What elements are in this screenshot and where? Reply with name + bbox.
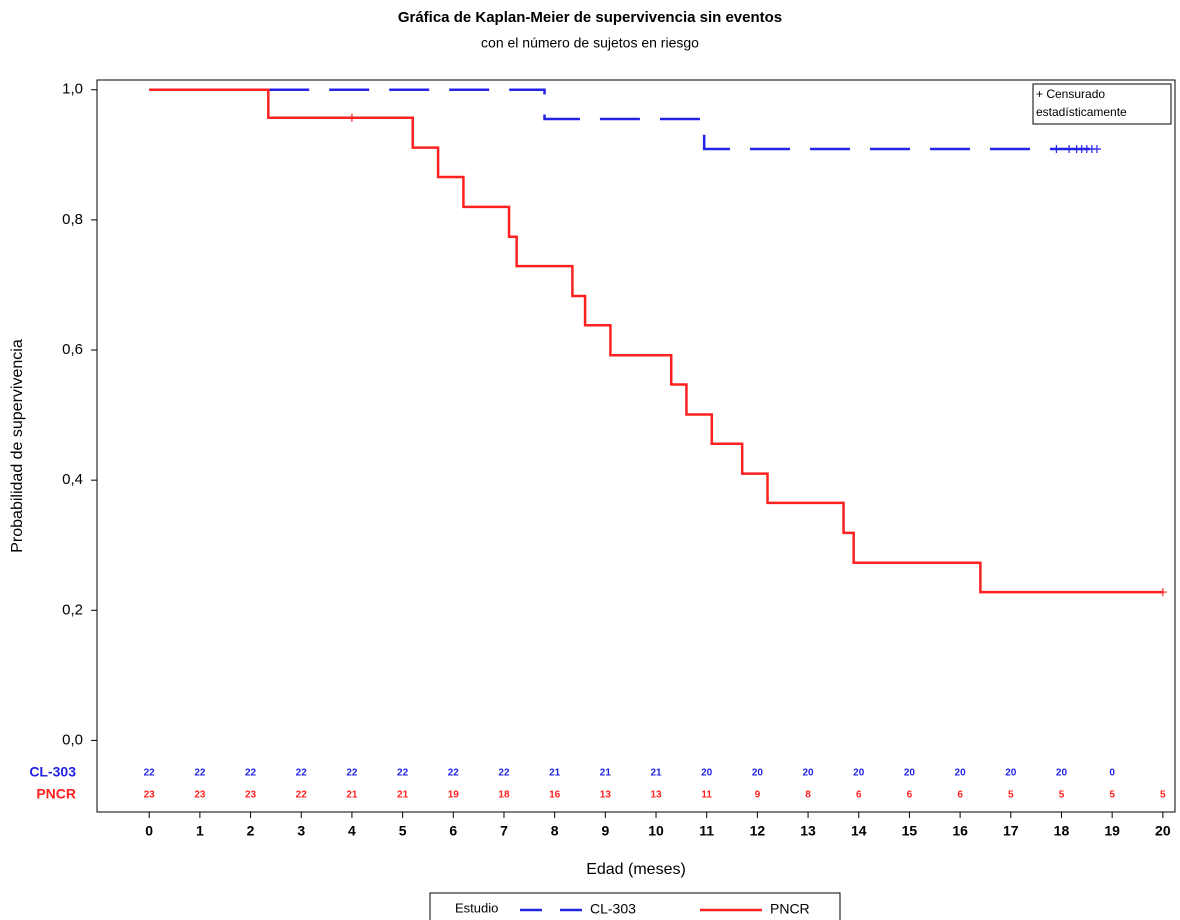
x-tick-label: 15 (902, 823, 918, 839)
risk-count: 5 (1059, 790, 1065, 801)
risk-count: 5 (1160, 790, 1166, 801)
legend-label: CL-303 (590, 901, 636, 917)
risk-count: 6 (856, 790, 862, 801)
chart-title: Gráfica de Kaplan-Meier de supervivencia… (398, 9, 782, 26)
censor-legend-text: + Censurado (1036, 87, 1105, 101)
x-tick-label: 16 (952, 823, 968, 839)
censor-legend-text: estadísticamente (1036, 105, 1127, 119)
risk-count: 5 (1109, 790, 1115, 801)
censor-mark (1092, 144, 1101, 153)
risk-count: 19 (448, 790, 460, 801)
x-tick-label: 12 (750, 823, 766, 839)
risk-count: 13 (600, 790, 612, 801)
censor-mark (1052, 144, 1061, 153)
risk-row-label: PNCR (36, 786, 76, 802)
chart-subtitle: con el número de sujetos en riesgo (481, 35, 699, 51)
risk-count: 20 (803, 768, 815, 779)
x-tick-label: 17 (1003, 823, 1019, 839)
y-tick-label: 0,2 (62, 601, 83, 618)
y-tick-label: 0,6 (62, 341, 83, 358)
x-tick-label: 14 (851, 823, 867, 839)
y-tick-label: 1,0 (62, 81, 83, 98)
risk-count: 22 (498, 768, 510, 779)
risk-count: 20 (853, 768, 865, 779)
legend-title: Estudio (455, 900, 498, 915)
x-tick-label: 2 (247, 823, 255, 839)
risk-count: 21 (346, 790, 358, 801)
y-tick-label: 0,4 (62, 471, 83, 488)
risk-count: 8 (805, 790, 811, 801)
risk-count: 21 (650, 768, 662, 779)
x-tick-label: 4 (348, 823, 356, 839)
risk-count: 23 (194, 790, 206, 801)
risk-count: 18 (498, 790, 510, 801)
x-tick-label: 7 (500, 823, 508, 839)
risk-count: 22 (144, 768, 156, 779)
x-tick-label: 11 (699, 823, 714, 839)
legend-box (429, 892, 841, 920)
risk-count: 22 (296, 768, 308, 779)
y-axis-label: Probabilidad de supervivencia (9, 339, 26, 553)
x-tick-label: 13 (800, 823, 816, 839)
risk-count: 5 (1008, 790, 1014, 801)
x-tick-label: 6 (449, 823, 457, 839)
censor-mark (347, 113, 356, 122)
risk-row-label: CL-303 (29, 764, 76, 780)
censor-mark (1065, 144, 1074, 153)
risk-count: 20 (701, 768, 713, 779)
risk-count: 16 (549, 790, 561, 801)
risk-count: 21 (600, 768, 612, 779)
risk-count: 9 (755, 790, 761, 801)
x-tick-label: 3 (297, 823, 305, 839)
survival-curve (149, 88, 1163, 594)
risk-count: 11 (701, 790, 712, 801)
risk-count: 21 (549, 768, 561, 779)
risk-count: 20 (1005, 768, 1017, 779)
risk-count: 13 (650, 790, 662, 801)
x-tick-label: 9 (601, 823, 609, 839)
risk-count: 20 (1056, 768, 1068, 779)
risk-count: 22 (448, 768, 460, 779)
risk-count: 22 (397, 768, 409, 779)
x-axis-label: Edad (meses) (586, 861, 686, 878)
risk-count: 23 (245, 790, 257, 801)
legend-label: PNCR (770, 901, 810, 917)
risk-count: 22 (245, 768, 257, 779)
censor-mark (1158, 588, 1167, 597)
risk-count: 0 (1109, 768, 1115, 779)
y-tick-label: 0,8 (62, 211, 83, 228)
x-tick-label: 0 (145, 823, 153, 839)
x-tick-label: 1 (196, 823, 204, 839)
x-tick-label: 10 (648, 823, 664, 839)
x-tick-label: 18 (1054, 823, 1070, 839)
risk-count: 20 (955, 768, 967, 779)
survival-curve (149, 88, 1097, 151)
x-tick-label: 5 (399, 823, 407, 839)
x-tick-label: 20 (1155, 823, 1171, 839)
risk-count: 6 (957, 790, 963, 801)
risk-count: 23 (144, 790, 156, 801)
x-tick-label: 8 (551, 823, 559, 839)
risk-count: 22 (296, 790, 308, 801)
risk-count: 22 (346, 768, 358, 779)
x-tick-label: 19 (1104, 823, 1120, 839)
risk-count: 21 (397, 790, 409, 801)
plot-frame (96, 79, 1176, 813)
y-tick-label: 0,0 (62, 731, 83, 748)
risk-count: 20 (904, 768, 916, 779)
risk-count: 20 (752, 768, 764, 779)
risk-count: 6 (907, 790, 913, 801)
censor-legend-box (1032, 83, 1172, 125)
risk-count: 22 (194, 768, 206, 779)
